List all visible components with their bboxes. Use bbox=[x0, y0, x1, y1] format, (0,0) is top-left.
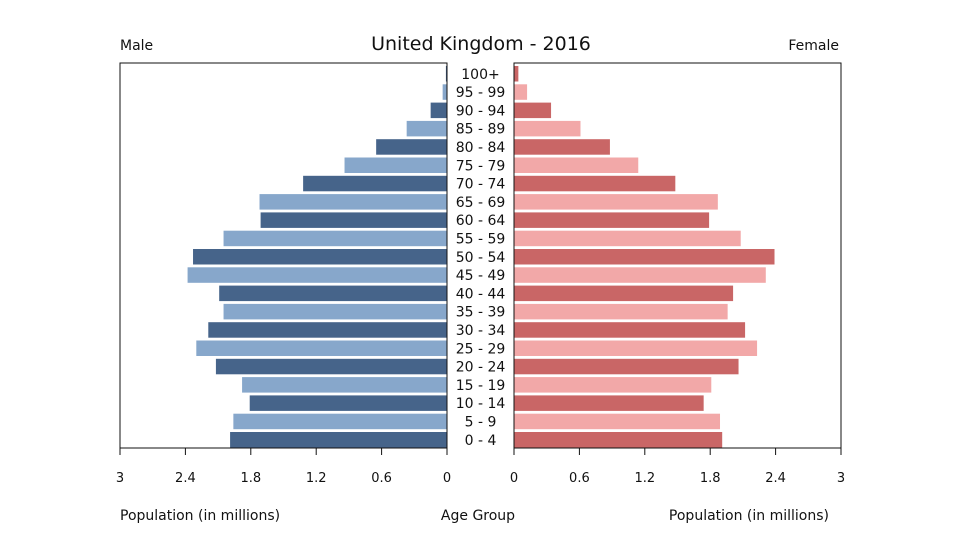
axis-tick-label: 2.4 bbox=[765, 471, 786, 486]
female-bar bbox=[514, 175, 676, 192]
male-bar bbox=[219, 285, 447, 302]
age-group-label: 65 - 69 bbox=[456, 195, 506, 211]
male-label: Male bbox=[120, 38, 153, 54]
male-bar bbox=[430, 102, 447, 119]
axis-tick-label: 2.4 bbox=[175, 471, 196, 486]
male-bar bbox=[303, 175, 447, 192]
male-bar bbox=[223, 230, 447, 247]
axis-tick-label: 3 bbox=[116, 471, 124, 486]
male-bar bbox=[260, 212, 447, 228]
age-group-label: 0 - 4 bbox=[465, 433, 497, 449]
female-bar bbox=[514, 413, 721, 430]
male-bar bbox=[259, 194, 447, 210]
female-bar bbox=[514, 322, 746, 338]
age-group-label: 25 - 29 bbox=[456, 341, 506, 357]
female-bar bbox=[514, 432, 723, 448]
female-bar bbox=[514, 395, 704, 411]
male-axis-label: Population (in millions) bbox=[120, 508, 280, 524]
age-group-label: 40 - 44 bbox=[456, 286, 506, 302]
age-group-label: 70 - 74 bbox=[456, 177, 506, 193]
male-bar bbox=[223, 303, 447, 320]
male-bar bbox=[215, 358, 447, 375]
axis-tick-label: 1.2 bbox=[634, 471, 655, 486]
age-group-label: 55 - 59 bbox=[456, 231, 506, 247]
male-bar bbox=[208, 322, 447, 338]
axis-tick-label: 1.2 bbox=[306, 471, 327, 486]
male-bar bbox=[445, 66, 447, 82]
female-label: Female bbox=[788, 38, 839, 54]
male-bar bbox=[406, 120, 447, 137]
age-group-labels: 100+ 95 - 99 90 - 94 85 - 89 80 - 84 75 - 79 7… bbox=[456, 67, 506, 449]
female-plot-frame bbox=[513, 62, 842, 449]
female-bar bbox=[514, 267, 766, 283]
axis-tick-label: 0 bbox=[510, 471, 518, 486]
female-bar bbox=[514, 102, 552, 119]
female-bar bbox=[514, 230, 741, 247]
female-bar bbox=[514, 194, 718, 210]
age-group-label: 95 - 99 bbox=[456, 85, 506, 101]
age-group-label: 30 - 34 bbox=[456, 323, 506, 339]
age-group-label: 35 - 39 bbox=[456, 305, 506, 321]
age-group-label: 20 - 24 bbox=[456, 360, 506, 376]
female-bar bbox=[514, 139, 610, 155]
age-group-label: 50 - 54 bbox=[456, 250, 506, 266]
age-axis-label: Age Group bbox=[441, 508, 515, 524]
female-bar bbox=[514, 66, 519, 82]
age-group-label: 15 - 19 bbox=[456, 378, 506, 394]
male-bar bbox=[442, 84, 447, 100]
age-group-label: 75 - 79 bbox=[456, 158, 506, 174]
male-bar bbox=[230, 432, 447, 448]
male-bar bbox=[196, 340, 447, 356]
female-bar bbox=[514, 340, 758, 356]
female-bar bbox=[514, 377, 712, 393]
age-group-label: 100+ bbox=[461, 67, 499, 83]
male-bar bbox=[249, 395, 447, 411]
axis-tick-label: 1.8 bbox=[700, 471, 721, 486]
male-plot-frame bbox=[119, 62, 448, 449]
axis-tick-label: 0.6 bbox=[371, 471, 392, 486]
female-axis-ticks: 0 0.6 1.2 1.8 2.4 3 bbox=[510, 448, 845, 486]
age-group-label: 90 - 94 bbox=[456, 103, 506, 119]
male-bars bbox=[187, 66, 447, 448]
age-group-label: 85 - 89 bbox=[456, 122, 506, 138]
female-bar bbox=[514, 249, 775, 265]
male-bar bbox=[344, 157, 447, 173]
male-axis-ticks: 3 2.4 1.8 1.2 0.6 0 bbox=[116, 448, 451, 486]
male-bar bbox=[193, 249, 447, 265]
female-bar bbox=[514, 303, 728, 320]
female-bars bbox=[514, 66, 775, 448]
axis-tick-label: 3 bbox=[837, 471, 845, 486]
axis-tick-label: 1.8 bbox=[240, 471, 261, 486]
male-bar bbox=[242, 377, 447, 393]
age-group-label: 60 - 64 bbox=[456, 213, 506, 229]
male-bar bbox=[187, 267, 447, 283]
axis-tick-label: 0 bbox=[443, 471, 451, 486]
age-group-label: 80 - 84 bbox=[456, 140, 506, 156]
male-bar bbox=[376, 139, 447, 155]
age-group-label: 10 - 14 bbox=[456, 396, 506, 412]
chart-title: United Kingdom - 2016 bbox=[371, 33, 591, 55]
male-bar bbox=[233, 413, 447, 430]
female-bar bbox=[514, 212, 710, 228]
axis-tick-label: 0.6 bbox=[569, 471, 590, 486]
female-bar bbox=[514, 157, 639, 173]
age-group-label: 45 - 49 bbox=[456, 268, 506, 284]
female-bar bbox=[514, 84, 528, 100]
female-bar bbox=[514, 358, 739, 375]
female-axis-label: Population (in millions) bbox=[669, 508, 829, 524]
age-group-label: 5 - 9 bbox=[465, 414, 497, 430]
female-bar bbox=[514, 120, 581, 137]
female-bar bbox=[514, 285, 734, 302]
